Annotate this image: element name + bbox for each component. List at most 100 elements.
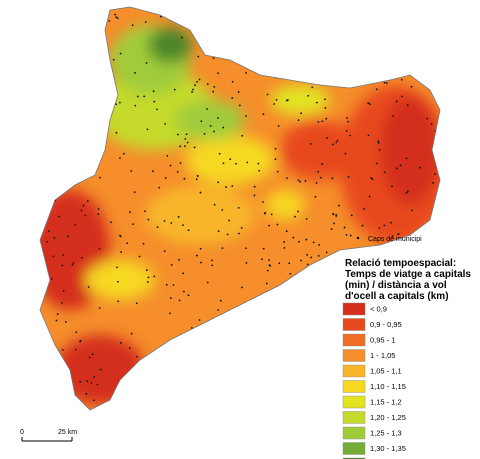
municipality-dot xyxy=(424,19,427,22)
municipality-dot xyxy=(236,54,239,56)
municipality-dot xyxy=(198,78,201,81)
municipality-dot xyxy=(318,372,320,375)
municipality-dot xyxy=(424,358,427,361)
municipality-dot xyxy=(277,124,280,127)
municipality-dot xyxy=(427,14,430,17)
municipality-dot xyxy=(419,28,422,31)
municipality-dot xyxy=(96,383,99,386)
municipality-dot xyxy=(323,42,326,45)
municipality-dot xyxy=(238,23,241,26)
municipality-dot xyxy=(410,304,412,307)
municipality-dot xyxy=(394,61,397,64)
municipality-dot xyxy=(329,67,331,70)
municipality-dot xyxy=(275,322,278,325)
municipality-dot xyxy=(212,376,215,379)
municipality-dot xyxy=(213,354,216,357)
municipality-dot xyxy=(327,311,330,314)
municipality-dot xyxy=(395,302,398,305)
municipality-dot xyxy=(68,7,71,10)
municipality-dot xyxy=(375,12,378,15)
legend-swatch xyxy=(342,318,366,331)
municipality-dot xyxy=(371,379,374,382)
municipality-dot xyxy=(257,162,260,165)
municipality-dot xyxy=(131,24,134,27)
municipality-dot xyxy=(285,230,288,233)
municipality-dot xyxy=(35,347,37,349)
municipality-dot xyxy=(201,389,204,392)
municipality-dot xyxy=(295,382,298,384)
municipality-dot xyxy=(183,145,186,147)
municipality-dot xyxy=(180,36,183,39)
municipality-dot xyxy=(36,7,38,9)
municipality-dot xyxy=(441,395,443,397)
municipality-dot xyxy=(383,171,386,174)
municipality-dot xyxy=(367,102,370,105)
municipality-dot xyxy=(293,63,296,66)
municipality-dot xyxy=(34,382,36,384)
municipality-dot xyxy=(182,224,184,226)
municipality-dot xyxy=(325,117,328,120)
municipality-dot xyxy=(322,304,324,307)
municipality-dot xyxy=(99,368,102,371)
legend-swatch xyxy=(342,364,366,378)
municipality-dot xyxy=(304,180,307,182)
municipality-dot xyxy=(443,94,445,96)
municipality-dot xyxy=(436,87,438,90)
municipality-dot xyxy=(376,162,378,165)
municipality-dot xyxy=(55,121,58,124)
municipality-dot xyxy=(146,281,149,283)
municipality-dot xyxy=(97,208,100,210)
municipality-dot xyxy=(235,359,238,362)
municipality-dot xyxy=(240,226,243,229)
municipality-dot xyxy=(371,178,374,181)
municipality-dot xyxy=(140,365,143,368)
municipality-dot xyxy=(347,120,350,123)
municipality-dot xyxy=(420,404,423,406)
municipality-dot xyxy=(234,9,237,12)
municipality-dot xyxy=(276,223,279,226)
municipality-dot xyxy=(138,255,141,258)
municipality-dot xyxy=(58,215,60,218)
municipality-dot xyxy=(87,286,90,288)
municipality-dot xyxy=(119,341,122,344)
municipality-dot xyxy=(120,396,123,399)
legend-points-label: Caps de municipi xyxy=(368,236,422,243)
municipality-dot xyxy=(193,146,196,149)
municipality-dot xyxy=(392,58,395,61)
municipality-dot xyxy=(403,397,406,400)
municipality-dot xyxy=(58,116,60,119)
municipality-dot xyxy=(282,391,284,394)
municipality-dot xyxy=(128,347,131,349)
legend-swatch xyxy=(342,411,366,424)
municipality-dot xyxy=(52,255,55,258)
municipality-dot xyxy=(228,219,230,222)
municipality-dot xyxy=(360,8,363,11)
municipality-dot xyxy=(400,78,403,81)
municipality-dot xyxy=(408,354,410,357)
municipality-dot xyxy=(169,297,172,299)
municipality-dot xyxy=(59,98,61,101)
municipality-dot xyxy=(337,44,340,47)
municipality-dot xyxy=(245,114,247,117)
municipality-dot xyxy=(406,190,409,193)
municipality-dot xyxy=(245,71,247,74)
municipality-dot xyxy=(64,320,67,323)
legend-title: (min) / distància a vol xyxy=(345,280,447,291)
municipality-dot xyxy=(278,262,281,265)
municipality-dot xyxy=(196,175,199,178)
municipality-dot xyxy=(314,195,317,198)
municipality-dot xyxy=(410,85,413,88)
legend-label: 1 - 1,05 xyxy=(370,351,395,360)
municipality-dot xyxy=(88,356,91,359)
municipality-dot xyxy=(272,394,275,396)
municipality-dot xyxy=(241,134,244,137)
municipality-dot xyxy=(426,403,429,406)
municipality-dot xyxy=(136,95,139,98)
municipality-dot xyxy=(314,53,317,56)
municipality-dot xyxy=(256,339,259,342)
municipality-dot xyxy=(202,352,205,354)
municipality-dot xyxy=(266,269,269,272)
municipality-dot xyxy=(37,21,39,23)
municipality-dot xyxy=(414,8,417,11)
municipality-dot xyxy=(266,93,269,96)
